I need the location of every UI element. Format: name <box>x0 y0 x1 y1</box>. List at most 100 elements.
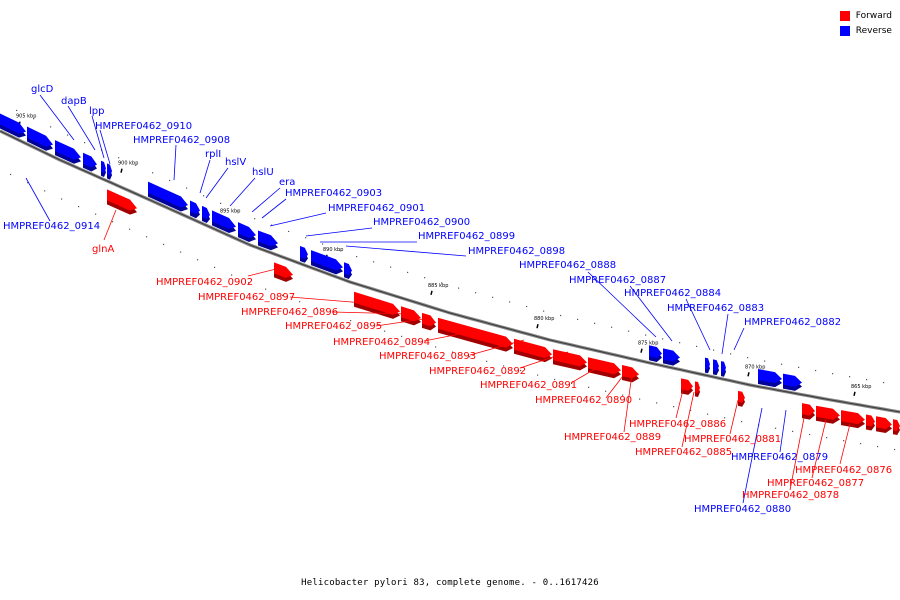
minor-dot <box>203 195 205 197</box>
reverse-gene-label[interactable]: HMPREF0462_0903 <box>285 188 382 199</box>
reverse-gene-arrow[interactable] <box>190 200 200 215</box>
minor-dot <box>554 378 556 381</box>
reverse-leader-line <box>173 144 177 181</box>
reverse-gene-label[interactable]: hslV <box>225 157 246 168</box>
reverse-gene-label[interactable]: rplI <box>205 149 221 160</box>
forward-gene-arrow[interactable] <box>107 189 137 211</box>
reverse-gene-label[interactable]: HMPREF0462_0887 <box>569 275 666 286</box>
reverse-gene-label[interactable]: dapB <box>61 96 87 107</box>
reverse-gene-arrow[interactable] <box>721 361 726 373</box>
forward-gene-label[interactable]: HMPREF0462_0896 <box>241 307 338 318</box>
reverse-gene-arrow[interactable] <box>83 152 97 168</box>
minor-dot <box>656 402 658 404</box>
reverse-gene-arrow[interactable] <box>713 359 719 372</box>
reverse-gene-label[interactable]: HMPREF0462_0914 <box>3 221 100 232</box>
reverse-gene-label[interactable]: HMPREF0462_0884 <box>624 288 721 299</box>
reverse-gene-label[interactable]: HMPREF0462_0880 <box>694 504 791 515</box>
forward-gene-arrow[interactable] <box>274 262 293 278</box>
forward-gene-arrow[interactable] <box>514 338 552 359</box>
reverse-gene-arrow[interactable] <box>107 163 112 176</box>
reverse-gene-arrow[interactable] <box>148 181 188 208</box>
forward-gene-label[interactable]: HMPREF0462_0891 <box>480 380 577 391</box>
forward-gene-arrow[interactable] <box>438 317 513 348</box>
reverse-gene-label[interactable]: HMPREF0462_0901 <box>328 203 425 214</box>
reverse-gene-arrow[interactable] <box>344 262 352 276</box>
reverse-gene-arrow[interactable] <box>101 160 106 174</box>
reverse-gene-arrow[interactable] <box>55 140 81 160</box>
reverse-gene-arrow[interactable] <box>238 222 256 239</box>
reverse-gene-label[interactable]: HMPREF0462_0898 <box>468 246 565 257</box>
forward-gene-arrow[interactable] <box>802 403 815 416</box>
reverse-gene-label[interactable]: glcD <box>31 84 54 95</box>
minor-dot <box>526 305 528 308</box>
forward-gene-arrow[interactable] <box>893 419 900 432</box>
reverse-gene-arrow[interactable] <box>212 210 236 230</box>
forward-gene-label[interactable]: HMPREF0462_0897 <box>198 292 295 303</box>
forward-gene-arrow[interactable] <box>622 365 639 379</box>
forward-gene-label[interactable]: HMPREF0462_0894 <box>333 337 430 348</box>
forward-gene-label[interactable]: HMPREF0462_0885 <box>635 447 732 458</box>
forward-gene-label[interactable]: glnA <box>92 244 114 255</box>
minor-dot <box>146 236 148 238</box>
forward-gene-arrow[interactable] <box>876 416 892 429</box>
reverse-gene-arrow[interactable] <box>649 345 662 358</box>
reverse-gene-arrow[interactable] <box>758 368 782 384</box>
reverse-gene-label[interactable]: HMPREF0462_0908 <box>133 135 230 146</box>
minor-dot <box>826 437 828 439</box>
reverse-gene-arrow[interactable] <box>311 250 343 271</box>
reverse-gene-label[interactable]: era <box>279 177 295 188</box>
reverse-gene-arrow[interactable] <box>27 126 53 147</box>
forward-gene-label[interactable]: HMPREF0462_0878 <box>742 490 839 501</box>
forward-gene-arrow[interactable] <box>816 405 840 420</box>
axis-line <box>0 130 900 413</box>
tick-mark <box>640 348 643 353</box>
reverse-gene-arrow[interactable] <box>300 246 308 259</box>
reverse-gene-label[interactable]: HMPREF0462_0910 <box>95 121 192 132</box>
forward-gene-arrow[interactable] <box>422 312 436 327</box>
forward-gene-arrow[interactable] <box>401 306 421 322</box>
minor-dot <box>877 445 879 448</box>
reverse-gene-label[interactable]: HMPREF0462_0882 <box>744 317 841 328</box>
forward-gene-arrow[interactable] <box>681 378 693 391</box>
legend-label-forward: Forward <box>855 10 892 21</box>
reverse-gene-arrow[interactable] <box>663 348 680 362</box>
reverse-leader-line <box>733 327 745 351</box>
reverse-gene-label[interactable]: HMPREF0462_0899 <box>418 231 515 242</box>
forward-gene-arrow[interactable] <box>866 414 875 427</box>
tick-mark <box>430 290 433 295</box>
reverse-gene-arrow[interactable] <box>0 113 26 134</box>
forward-gene-arrow[interactable] <box>553 349 587 367</box>
reverse-leader-line <box>25 177 51 222</box>
minor-dot <box>792 430 794 432</box>
reverse-gene-label[interactable]: HMPREF0462_0900 <box>373 217 470 228</box>
forward-gene-arrow[interactable] <box>354 291 400 315</box>
forward-gene-arrow[interactable] <box>588 357 621 375</box>
forward-gene-label[interactable]: HMPREF0462_0902 <box>156 277 253 288</box>
forward-gene-label[interactable]: HMPREF0462_0892 <box>429 366 526 377</box>
reverse-gene-label[interactable]: HMPREF0462_0883 <box>667 303 764 314</box>
reverse-gene-arrow[interactable] <box>202 205 210 220</box>
forward-gene-label[interactable]: HMPREF0462_0889 <box>564 432 661 443</box>
minor-dot <box>299 301 301 303</box>
reverse-gene-arrow[interactable] <box>705 357 710 370</box>
reverse-gene-arrow[interactable] <box>783 373 802 387</box>
reverse-gene-label[interactable]: HMPREF0462_0879 <box>731 452 828 463</box>
forward-gene-label[interactable]: HMPREF0462_0881 <box>684 434 781 445</box>
forward-gene-label[interactable]: HMPREF0462_0877 <box>767 478 864 489</box>
forward-gene-label[interactable]: HMPREF0462_0890 <box>535 395 632 406</box>
forward-gene-arrow[interactable] <box>738 390 745 403</box>
reverse-gene-label[interactable]: HMPREF0462_0888 <box>519 260 616 271</box>
forward-gene-arrow[interactable] <box>695 381 700 394</box>
forward-gene-label[interactable]: HMPREF0462_0893 <box>379 351 476 362</box>
minor-dot <box>832 373 834 375</box>
reverse-leader-line <box>742 407 763 504</box>
forward-gene-label[interactable]: HMPREF0462_0886 <box>629 419 726 430</box>
minor-dot <box>169 179 171 182</box>
forward-gene-label[interactable]: HMPREF0462_0876 <box>795 465 892 476</box>
reverse-gene-arrow[interactable] <box>258 230 278 247</box>
forward-gene-label[interactable]: HMPREF0462_0895 <box>285 321 382 332</box>
reverse-gene-label[interactable]: hslU <box>252 167 274 178</box>
forward-gene-arrow[interactable] <box>841 410 865 425</box>
minor-dot <box>390 266 392 268</box>
reverse-gene-label[interactable]: lpp <box>89 106 104 117</box>
